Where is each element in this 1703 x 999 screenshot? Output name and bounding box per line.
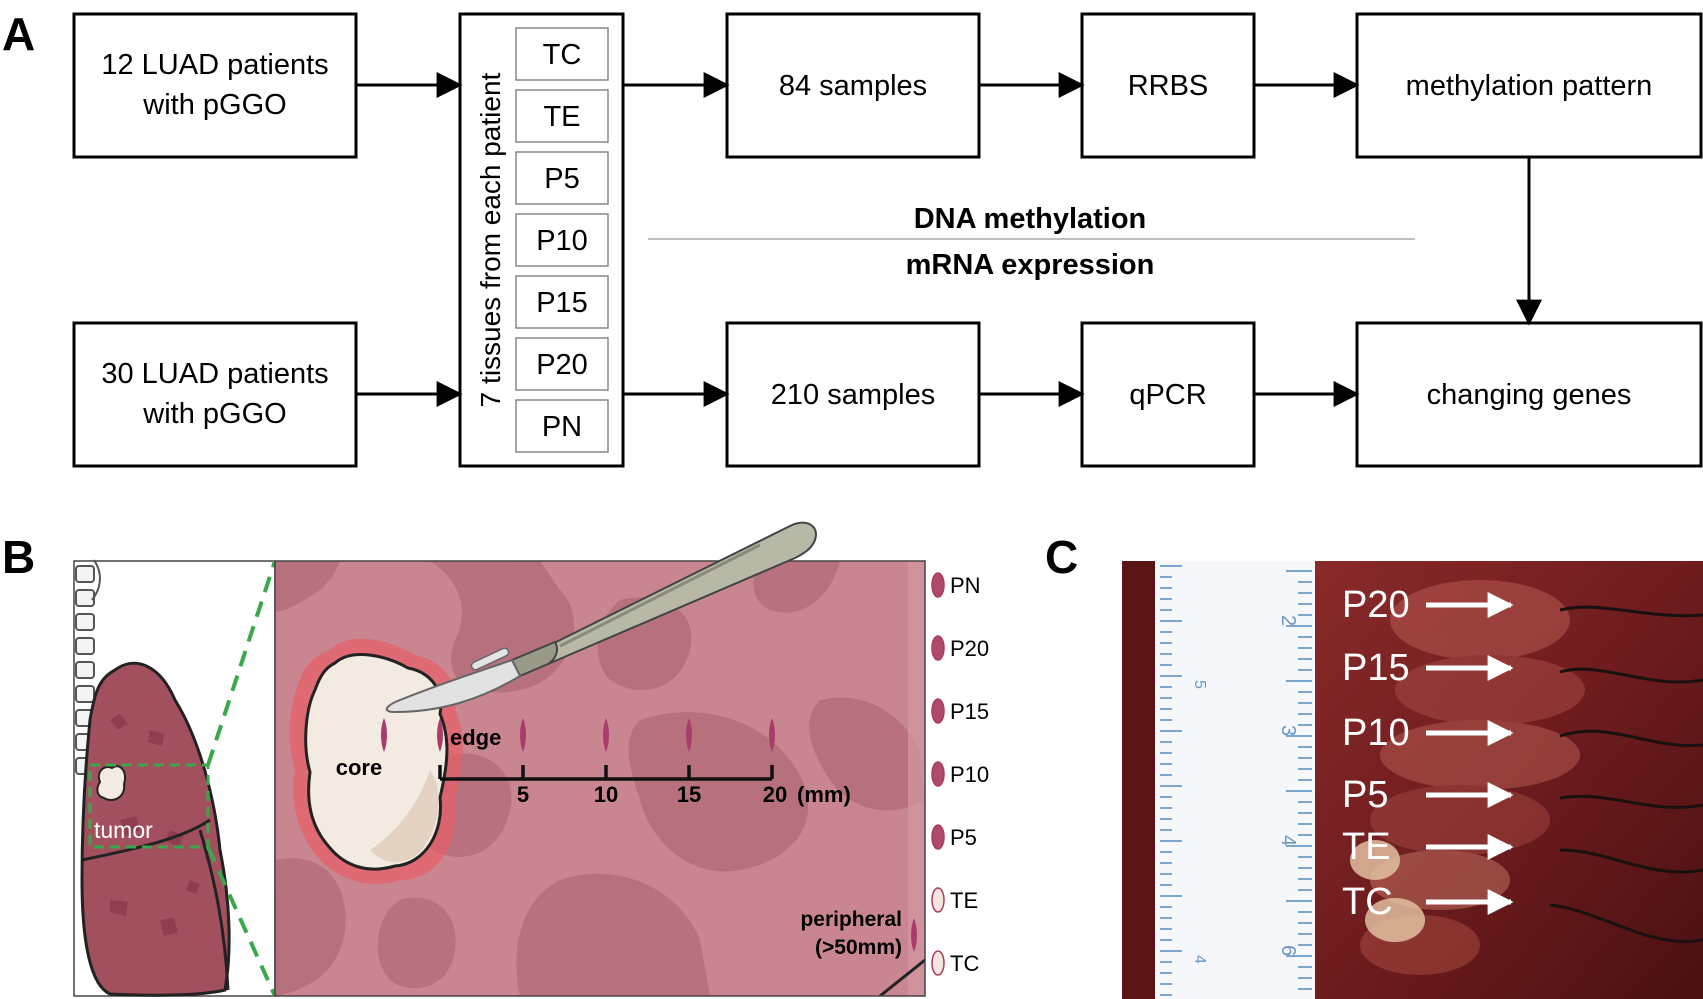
scale-tick-10: 10 <box>594 782 618 807</box>
zoomed-tissue: core edge 5 10 15 20 (mm) peripheral (>5… <box>275 561 925 996</box>
ruler-number-4: 4 <box>1277 835 1299 846</box>
legend-swatch-tc <box>931 950 945 976</box>
method-bottom-box <box>1080 321 1256 468</box>
tissue-box-te <box>515 89 609 143</box>
sample-mark-5 <box>520 718 526 752</box>
tissue-box-pn <box>515 399 609 453</box>
sample-mark-20 <box>769 718 775 752</box>
legend-label-p5: P5 <box>950 825 977 850</box>
legend-swatch-te <box>931 887 945 913</box>
photo-label-p5: P5 <box>1342 774 1388 816</box>
tissue-label-p5: P5 <box>544 163 579 195</box>
edge-label: edge <box>450 725 501 750</box>
divider-bottom-label: mRNA expression <box>906 249 1155 281</box>
zoom-line-top <box>206 560 277 766</box>
legend-label-p20: P20 <box>950 636 989 661</box>
panel-a-label: A <box>2 8 35 60</box>
patients-bottom-box <box>72 321 358 468</box>
peripheral-line1: peripheral <box>800 908 902 931</box>
photo-label-p15: P15 <box>1342 647 1410 689</box>
tissue-box-p20 <box>515 337 609 391</box>
divider-top-label: DNA methylation <box>914 203 1147 235</box>
legend-swatch-p20 <box>931 635 945 661</box>
tissue-box-p10 <box>515 213 609 267</box>
samples-bottom-label: 210 samples <box>771 379 935 411</box>
tissue-label-te: TE <box>543 101 580 133</box>
tissue-box-tc <box>515 27 609 81</box>
patients-top-box <box>72 12 358 159</box>
photo-label-p10: P10 <box>1342 712 1410 754</box>
tissue-label-p20: P20 <box>536 349 588 381</box>
ruler <box>1155 561 1315 999</box>
photo-label-te: TE <box>1342 826 1391 868</box>
panel-c-label: C <box>1045 531 1078 583</box>
core-label: core <box>336 755 382 780</box>
tissue-box-p15 <box>515 275 609 329</box>
tissue-label-p15: P15 <box>536 287 588 319</box>
photo-label-tc: TC <box>1342 881 1393 923</box>
ruler-number-2: 5 <box>1191 680 1208 689</box>
zoom-line-bottom <box>206 846 277 997</box>
peripheral-line2: (>50mm) <box>815 936 902 959</box>
photo-label-p20: P20 <box>1342 584 1410 626</box>
lung-tumor <box>96 765 126 802</box>
tissue-label-pn: PN <box>542 411 582 443</box>
ruler-number-1: 2 <box>1277 615 1299 626</box>
method-top-label: RRBS <box>1128 70 1209 102</box>
scale-unit: (mm) <box>797 782 851 807</box>
legend-label-tc: TC <box>950 951 979 976</box>
legend-label-p10: P10 <box>950 762 989 787</box>
legend-swatch-p5 <box>931 824 945 850</box>
samples-top-label: 84 samples <box>779 70 927 102</box>
legend-swatch-p15 <box>931 698 945 724</box>
result-top-label: methylation pattern <box>1406 70 1653 102</box>
tumor-label: tumor <box>94 817 153 843</box>
patients-top-line2: with pGGO <box>142 89 286 121</box>
result-bottom-label: changing genes <box>1427 379 1632 411</box>
lung-thumbnail: tumor <box>73 559 276 997</box>
sample-mark-peripheral <box>911 918 917 952</box>
tissue-list: TC TE P5 P10 P15 P20 PN <box>515 27 609 453</box>
legend-swatch-p10 <box>931 761 945 787</box>
tissue-box-p5 <box>515 151 609 205</box>
patients-bottom-line2: with pGGO <box>142 398 286 430</box>
panel-b-label: B <box>2 531 35 583</box>
ruler-number-6: 4 <box>1191 955 1208 964</box>
tissue-label-tc: TC <box>543 39 582 71</box>
specimen-photo: 2 5 3 4 6 4 P20 P15 P10 P5 TE TC <box>1122 561 1703 999</box>
scalpel-icon <box>385 521 817 714</box>
tissue-label-p10: P10 <box>536 225 588 257</box>
legend-label-te: TE <box>950 888 978 913</box>
scale-tick-5: 5 <box>517 782 529 807</box>
patients-bottom-line1: 30 LUAD patients <box>101 358 328 390</box>
ruler-number-3: 3 <box>1277 725 1299 736</box>
scale-tick-20: 20 <box>763 782 787 807</box>
legend-label-pn: PN <box>950 573 981 598</box>
ruler-number-5: 6 <box>1277 945 1299 956</box>
sample-mark-10 <box>603 718 609 752</box>
samples-bottom-box <box>725 321 981 468</box>
sample-legend: PN P20 P15 P10 P5 TE TC <box>931 572 989 976</box>
sample-mark-edge <box>437 718 443 752</box>
scale-bar <box>438 765 774 781</box>
patients-top-line1: 12 LUAD patients <box>101 49 328 81</box>
sample-mark-core <box>381 718 387 752</box>
scale-tick-15: 15 <box>677 782 701 807</box>
sample-mark-15 <box>686 718 692 752</box>
legend-label-p15: P15 <box>950 699 989 724</box>
legend-swatch-pn <box>931 572 945 598</box>
method-bottom-label: qPCR <box>1129 379 1206 411</box>
tissues-label: 7 tissues from each patient <box>475 72 506 407</box>
